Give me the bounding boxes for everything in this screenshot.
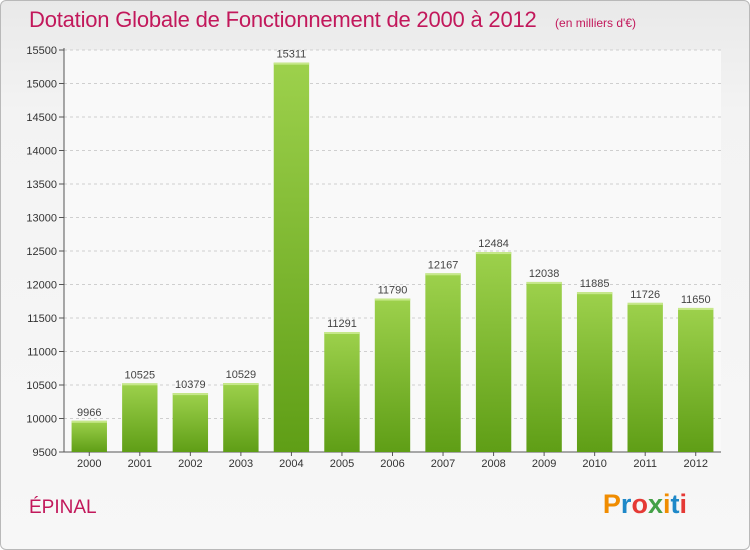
y-tick-label: 12500 xyxy=(26,246,57,258)
y-tick-label: 12000 xyxy=(26,280,57,292)
bar-value-label: 9966 xyxy=(77,407,101,419)
bar-value-label: 11885 xyxy=(580,278,610,290)
bar-highlight xyxy=(223,383,259,386)
logo-letter: i xyxy=(662,489,671,519)
x-tick-label: 2000 xyxy=(77,458,101,470)
y-tick-label: 11500 xyxy=(27,313,57,325)
x-tick-label: 2010 xyxy=(582,458,606,470)
bar-value-label: 11650 xyxy=(681,294,711,306)
x-tick-label: 2003 xyxy=(229,458,253,470)
x-tick-label: 2009 xyxy=(532,458,556,470)
x-tick-label: 2002 xyxy=(178,458,202,470)
y-tick-label: 9500 xyxy=(33,447,57,459)
logo-letter: r xyxy=(620,489,632,519)
chart-subtitle: (en milliers d'€) xyxy=(555,16,637,30)
bar-highlight xyxy=(475,252,512,255)
bar-highlight xyxy=(526,281,562,284)
y-tick-label: 14500 xyxy=(26,112,57,124)
y-tick-label: 13500 xyxy=(26,179,57,191)
bar-highlight xyxy=(576,292,613,295)
y-tick-label: 11000 xyxy=(27,347,57,359)
bar xyxy=(678,307,714,452)
bar-highlight xyxy=(627,302,663,305)
bar-highlight xyxy=(122,383,158,386)
y-tick-label: 15000 xyxy=(26,79,57,91)
y-tick-label: 13000 xyxy=(26,213,57,225)
bar-value-label: 11726 xyxy=(630,289,660,301)
bar-value-label: 10525 xyxy=(125,369,156,381)
y-tick-label: 10500 xyxy=(26,380,57,392)
bar xyxy=(475,252,512,452)
bar-value-label: 11291 xyxy=(327,318,357,330)
bar-value-label: 10529 xyxy=(226,369,257,381)
logo-letter: P xyxy=(602,489,621,519)
y-tick-label: 14000 xyxy=(26,146,57,158)
bar xyxy=(122,383,158,452)
logo-letter: i xyxy=(679,489,687,519)
y-tick-label: 15500 xyxy=(26,45,57,57)
x-tick-label: 2005 xyxy=(330,458,354,470)
bar-highlight xyxy=(172,393,209,396)
bar-highlight xyxy=(678,307,714,310)
bar xyxy=(576,292,613,452)
place-name: ÉPINAL xyxy=(29,497,97,518)
logo-letter: t xyxy=(670,489,680,519)
x-tick-label: 2012 xyxy=(683,458,707,470)
bar xyxy=(273,62,310,453)
bar-highlight xyxy=(374,298,411,301)
bar-highlight xyxy=(71,420,107,423)
chart-title: Dotation Globale de Fonctionnement de 20… xyxy=(29,7,537,32)
bar xyxy=(425,273,461,452)
y-tick-label: 10000 xyxy=(26,414,57,426)
x-tick-label: 2007 xyxy=(431,458,455,470)
bar-value-label: 12484 xyxy=(478,238,509,250)
x-tick-label: 2001 xyxy=(128,458,152,470)
chart-title-block: Dotation Globale de Fonctionnement de 20… xyxy=(29,7,636,33)
x-tick-label: 2011 xyxy=(633,458,657,470)
x-tick-label: 2006 xyxy=(380,458,404,470)
bar xyxy=(223,383,259,452)
logo-letter: o xyxy=(631,489,648,519)
x-tick-label: 2004 xyxy=(279,458,303,470)
proxiti-logo: Proxiti xyxy=(603,489,687,520)
bar xyxy=(324,332,360,452)
bar-value-label: 10379 xyxy=(175,379,206,391)
bar xyxy=(627,302,663,452)
logo-letter: x xyxy=(647,489,663,519)
bar-value-label: 12167 xyxy=(428,259,459,271)
bar-value-label: 12038 xyxy=(529,268,560,280)
bar-highlight xyxy=(273,62,310,65)
bar-highlight xyxy=(425,273,461,276)
bar-value-label: 11790 xyxy=(378,285,408,297)
bar xyxy=(374,298,411,452)
bar xyxy=(71,420,107,452)
bar xyxy=(172,393,209,452)
x-tick-label: 2008 xyxy=(481,458,505,470)
bar-value-label: 15311 xyxy=(277,49,307,61)
bar xyxy=(526,281,562,452)
bar-highlight xyxy=(324,332,360,335)
